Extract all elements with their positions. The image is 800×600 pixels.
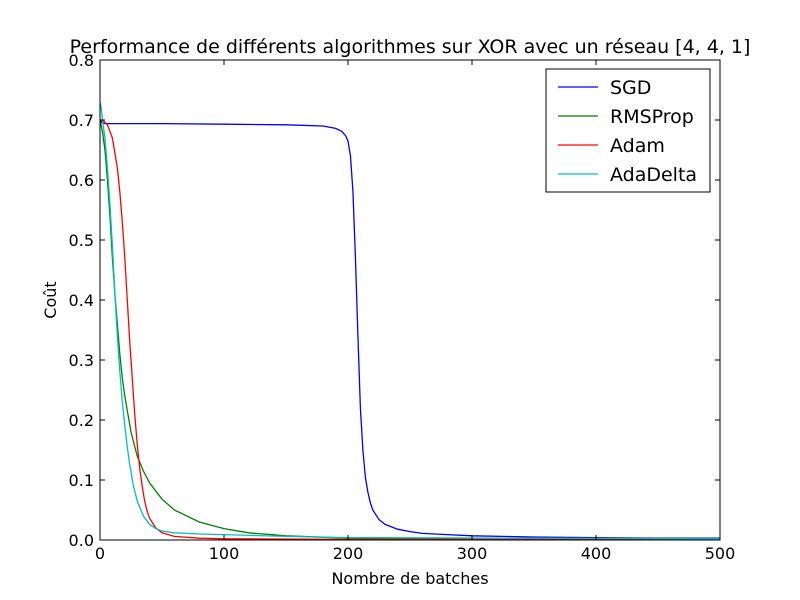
legend-label-sgd: SGD [610,77,651,99]
series-line-adam [99,119,720,541]
series-line-adadelta [99,101,721,540]
y-axis-label: Coût [41,281,60,318]
x-tick-label: 300 [457,544,488,563]
x-tick-label: 100 [209,544,240,563]
series-layer [99,101,721,541]
y-tick-label: 0.8 [69,51,94,70]
legend: SGD RMSProp Adam AdaDelta [545,68,711,193]
y-tick-label: 0.4 [69,291,94,310]
x-tick-label: 400 [581,544,612,563]
y-tick-label: 0.7 [69,111,94,130]
legend-label-rmsprop: RMSProp [610,106,694,128]
x-tick-label: 0 [95,544,105,563]
series-line-sgd [99,119,720,539]
x-tick-label: 500 [705,544,736,563]
chart-title: Performance de différents algorithmes su… [70,36,751,58]
x-tick-label: 200 [333,544,364,563]
y-tick-label: 0.6 [69,171,94,190]
y-tick-label: 0.3 [69,351,94,370]
x-axis-label: Nombre de batches [331,569,488,588]
legend-label-adadelta: AdaDelta [610,164,697,186]
y-tick-label: 0.0 [69,531,94,550]
y-tick-label: 0.5 [69,231,94,250]
tick-layer: 0 100 200 300 400 500 0.0 0.1 0.2 0.3 0.4 0.5 0.6 0.7… [69,51,736,563]
legend-box [545,68,711,193]
y-tick-label: 0.1 [69,471,94,490]
legend-label-adam: Adam [610,135,665,157]
y-tick-label: 0.2 [69,411,94,430]
